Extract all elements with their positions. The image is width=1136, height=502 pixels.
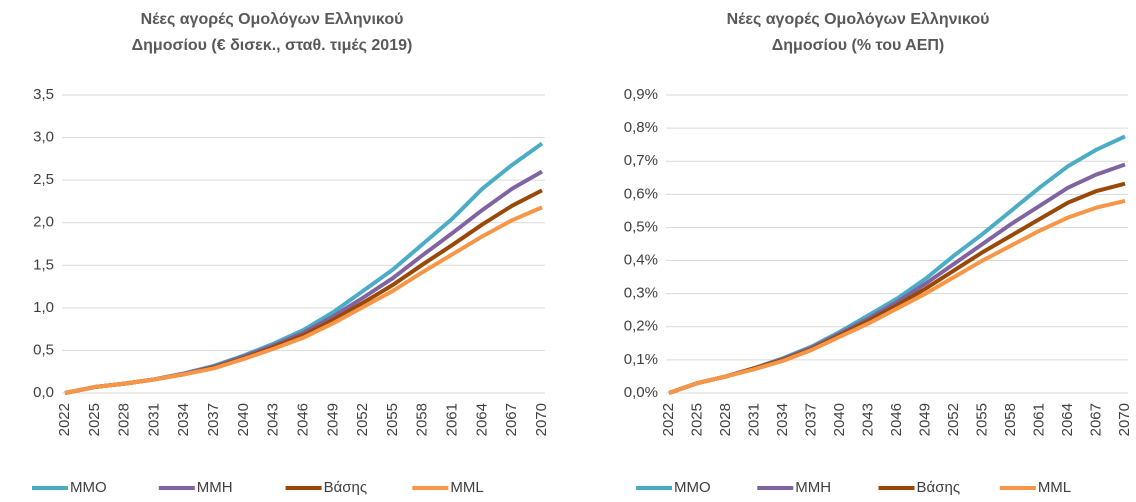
x-tick-label: 2064: [473, 403, 490, 436]
y-tick-label: 0,5: [33, 341, 54, 358]
legend-label: Βάσης: [324, 479, 368, 496]
x-tick-label: 2040: [235, 403, 252, 436]
x-tick-label: 2052: [945, 403, 962, 436]
x-tick-label: 2067: [1087, 403, 1104, 436]
x-tick-label: 2034: [175, 403, 192, 436]
series-line: [668, 181, 1126, 395]
legend-label: Βάσης: [917, 479, 961, 496]
x-tick-label: 2040: [831, 403, 848, 436]
x-tick-label: 2061: [444, 403, 461, 436]
chart-title: Δημοσίου (€ δισεκ., σταθ. τιμές 2019): [132, 37, 413, 54]
y-tick-label: 1,0: [33, 299, 54, 316]
x-tick-label: 2049: [324, 403, 341, 436]
legend-label: MMH: [795, 479, 831, 496]
series-line: [64, 169, 543, 395]
x-tick-label: 2025: [688, 403, 705, 436]
y-tick-label: 3,0: [33, 129, 54, 146]
x-tick-label: 2043: [265, 403, 282, 436]
x-tick-label: 2037: [802, 403, 819, 436]
x-tick-label: 2037: [205, 403, 222, 436]
x-tick-label: 2028: [717, 403, 734, 436]
x-tick-label: 2061: [1030, 403, 1047, 436]
x-tick-label: 2031: [145, 403, 162, 436]
x-tick-label: 2070: [533, 403, 550, 436]
y-tick-label: 2,5: [33, 171, 54, 188]
x-tick-label: 2055: [384, 403, 401, 436]
y-tick-label: 3,5: [33, 86, 54, 103]
y-tick-label: 0,7%: [624, 152, 658, 169]
y-tick-label: 0,8%: [624, 119, 658, 136]
x-tick-label: 2058: [1002, 403, 1019, 436]
x-tick-label: 2022: [56, 403, 73, 436]
y-tick-label: 0,1%: [624, 351, 658, 368]
y-tick-label: 0,0%: [624, 384, 658, 401]
series-line: [668, 199, 1126, 395]
legend-label: MMO: [70, 479, 107, 496]
x-tick-label: 2046: [888, 403, 905, 436]
x-tick-label: 2022: [660, 403, 677, 436]
y-tick-label: 2,0: [33, 214, 54, 231]
series-line: [668, 134, 1126, 395]
x-tick-label: 2034: [774, 403, 791, 436]
x-tick-label: 2028: [116, 403, 133, 436]
legend-label: MML: [1038, 479, 1071, 496]
x-tick-label: 2052: [354, 403, 371, 436]
series-line: [64, 205, 543, 395]
chart-title: Δημοσίου (% του ΑΕΠ): [772, 37, 945, 54]
y-tick-label: 1,5: [33, 256, 54, 273]
x-tick-label: 2031: [745, 403, 762, 436]
series-line: [668, 162, 1126, 395]
y-tick-label: 0,3%: [624, 285, 658, 302]
x-tick-label: 2067: [503, 403, 520, 436]
x-tick-label: 2064: [1059, 403, 1076, 436]
x-tick-label: 2070: [1116, 403, 1133, 436]
legend-label: MMO: [674, 479, 711, 496]
y-tick-label: 0,5%: [624, 218, 658, 235]
x-tick-label: 2058: [414, 403, 431, 436]
chart-title: Νέες αγορές Ομολόγων Ελληνικού: [727, 11, 990, 28]
series-line: [64, 141, 544, 395]
x-tick-label: 2043: [859, 403, 876, 436]
y-tick-label: 0,0: [33, 384, 54, 401]
x-tick-label: 2046: [294, 403, 311, 436]
y-tick-label: 0,4%: [624, 252, 658, 269]
x-tick-label: 2055: [973, 403, 990, 436]
y-tick-label: 0,9%: [624, 86, 658, 103]
x-tick-label: 2049: [916, 403, 933, 436]
y-tick-label: 0,2%: [624, 318, 658, 335]
x-tick-label: 2025: [86, 403, 103, 436]
legend-label: MML: [450, 479, 483, 496]
y-tick-label: 0,6%: [624, 185, 658, 202]
legend-label: MMH: [197, 479, 233, 496]
chart-title: Νέες αγορές Ομολόγων Ελληνικού: [141, 11, 404, 28]
